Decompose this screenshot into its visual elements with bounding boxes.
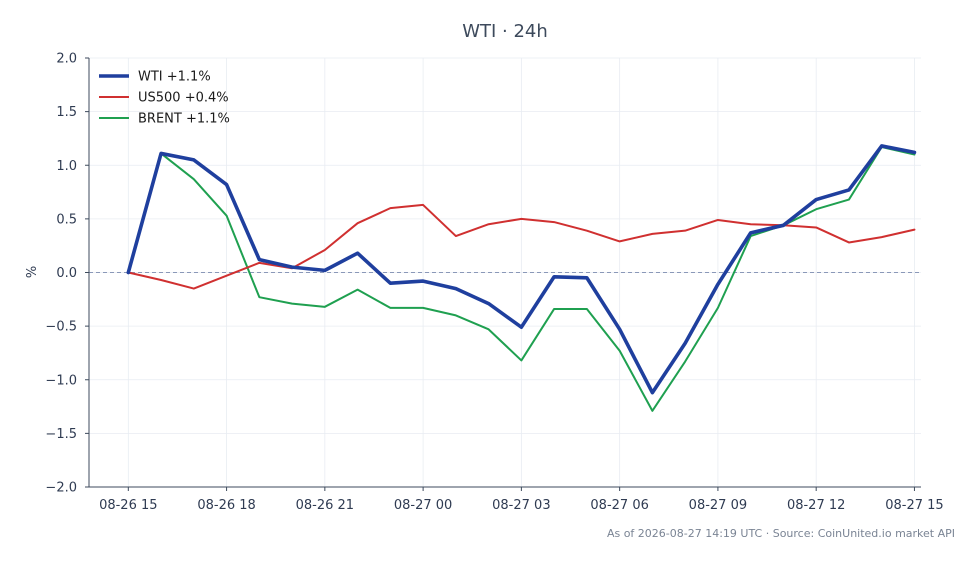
x-tick-label: 08-27 12 bbox=[787, 498, 845, 513]
x-tick-label: 08-26 15 bbox=[99, 498, 157, 513]
legend-label: BRENT +1.1% bbox=[138, 112, 230, 127]
y-tick-label: 2.0 bbox=[56, 52, 77, 67]
x-tick-label: 08-27 09 bbox=[689, 498, 747, 513]
x-tick-label: 08-27 15 bbox=[885, 498, 943, 513]
series-lines bbox=[126, 144, 917, 412]
y-tick-label: 0.0 bbox=[56, 266, 77, 281]
series-line-wti bbox=[126, 144, 917, 395]
x-axis-ticks: 08-26 15 08-26 18 08-26 21 08-27 00 08-27 03… bbox=[99, 487, 944, 513]
chart-title: WTI · 24h bbox=[462, 21, 548, 42]
source-footer: As of 2026-08-27 14:19 UTC · Source: Coi… bbox=[607, 527, 955, 540]
y-tick-label: −0.5 bbox=[45, 320, 77, 335]
legend: WTI +1.1% US500 +0.4% BRENT +1.1% bbox=[99, 70, 230, 127]
y-tick-label: −1.5 bbox=[45, 427, 77, 442]
y-tick-label: 1.5 bbox=[56, 105, 77, 120]
x-tick-label: 08-27 06 bbox=[590, 498, 648, 513]
y-tick-label: 1.0 bbox=[56, 159, 77, 174]
x-tick-label: 08-27 03 bbox=[492, 498, 550, 513]
y-axis-label: % bbox=[25, 266, 40, 278]
x-tick-label: 08-27 00 bbox=[394, 498, 452, 513]
y-tick-label: 0.5 bbox=[56, 212, 77, 227]
y-axis-ticks: −2.0 −1.5 −1.0 −0.5 0.0 0.5 1.0 1.5 2.0 bbox=[45, 52, 89, 496]
x-tick-label: 08-26 18 bbox=[197, 498, 255, 513]
x-tick-label: 08-26 21 bbox=[296, 498, 354, 513]
y-tick-label: −2.0 bbox=[45, 481, 77, 496]
legend-label: WTI +1.1% bbox=[138, 70, 211, 85]
legend-label: US500 +0.4% bbox=[138, 91, 229, 106]
y-tick-label: −1.0 bbox=[45, 373, 77, 388]
